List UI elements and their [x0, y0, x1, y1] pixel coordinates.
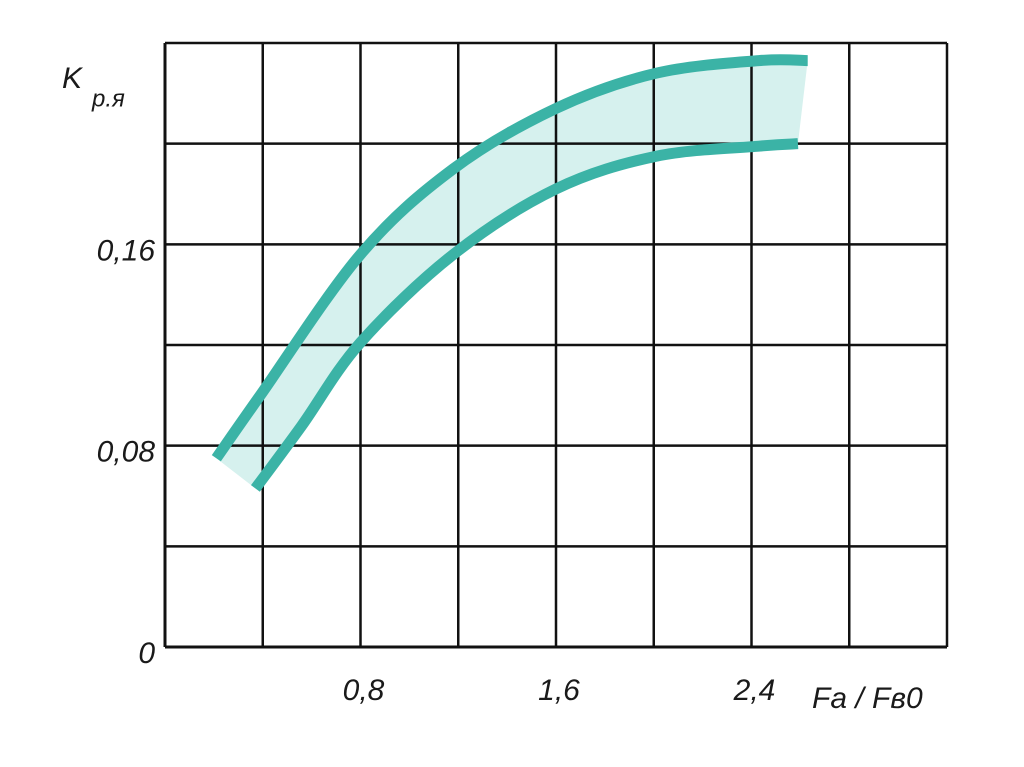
x-tick-label: 2,4	[733, 674, 776, 707]
line-layer	[211, 54, 808, 492]
text-layer: K р.я Fa / Fв0 0,8 1,6 2,4 0 0,08 0,16	[62, 62, 923, 715]
x-axis-label: Fa / Fв0	[812, 682, 923, 715]
y-tick-label: 0	[138, 637, 155, 670]
x-tick-label: 1,6	[538, 674, 580, 707]
curve	[211, 54, 808, 462]
curve	[250, 138, 799, 492]
y-tick-label: 0,16	[97, 234, 156, 267]
x-tick-label: 0,8	[343, 674, 385, 707]
y-axis-label: K	[62, 62, 84, 95]
y-axis-label-subscript: р.я	[91, 85, 125, 112]
grid-layer	[163, 41, 949, 649]
y-tick-label: 0,08	[97, 436, 156, 469]
